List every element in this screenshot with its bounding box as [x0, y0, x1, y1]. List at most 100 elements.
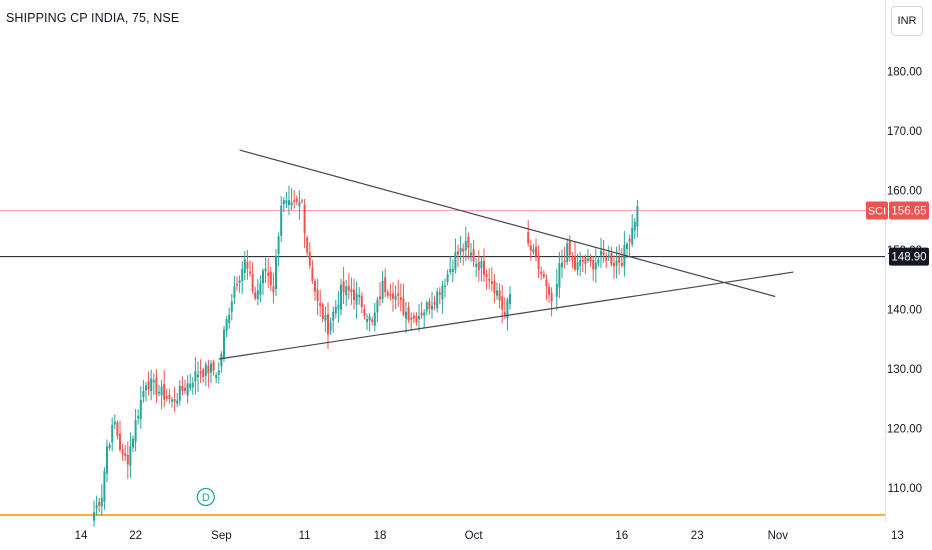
candle — [194, 356, 197, 395]
candle-body — [303, 204, 306, 234]
candle — [537, 245, 540, 279]
candle-body — [178, 386, 181, 401]
candle — [272, 272, 275, 304]
candle-body — [542, 273, 545, 277]
candle-body — [197, 374, 199, 378]
candle — [334, 299, 337, 319]
candle-body — [220, 354, 223, 367]
x-tick-label: 23 — [691, 530, 704, 542]
candle-body — [223, 329, 225, 359]
candle — [571, 251, 574, 269]
candle — [631, 214, 634, 248]
candle-body — [418, 316, 420, 320]
candle — [444, 278, 446, 298]
candle-body — [407, 307, 410, 321]
candle-body — [618, 256, 621, 263]
candle-body — [126, 454, 129, 465]
candle — [134, 408, 137, 452]
candle-body — [137, 415, 140, 419]
candle — [454, 238, 457, 274]
candle-body — [233, 286, 236, 298]
candle-body — [457, 251, 459, 255]
candle-body — [217, 370, 220, 375]
candle-body — [368, 316, 371, 321]
candle — [436, 288, 439, 313]
candle-body — [381, 281, 384, 300]
candle — [405, 301, 407, 334]
currency-button[interactable]: INR — [891, 6, 923, 36]
candle — [220, 351, 223, 373]
y-tick-label: 120.00 — [887, 424, 922, 436]
candle — [532, 243, 535, 255]
candle — [189, 373, 192, 392]
candle — [542, 270, 545, 280]
candle — [147, 371, 150, 396]
level-badge-box — [889, 247, 929, 266]
candle-body — [532, 249, 535, 253]
candle — [100, 484, 103, 516]
candle-body — [592, 259, 595, 270]
candle-body — [449, 269, 452, 273]
x-tick-label: Oct — [465, 530, 484, 542]
candle — [610, 246, 613, 267]
candle-body — [345, 286, 348, 296]
candle — [636, 199, 639, 238]
candle — [233, 275, 236, 305]
candle-body — [121, 449, 124, 455]
candle — [108, 442, 111, 451]
candle — [168, 388, 171, 404]
candle — [186, 375, 189, 404]
candle — [246, 249, 249, 280]
trendline-upper[interactable] — [239, 149, 776, 298]
candle — [587, 248, 589, 263]
candle-body — [581, 259, 584, 262]
candle-body — [142, 391, 145, 398]
candle-body — [506, 299, 509, 319]
candle — [210, 359, 212, 384]
candle — [314, 278, 316, 301]
candle — [111, 417, 114, 452]
candle-body — [295, 198, 298, 202]
candle-body — [436, 291, 439, 309]
dividend-marker[interactable]: D — [196, 487, 215, 507]
symbol-price-badge: SCI 156.65 — [866, 201, 929, 220]
x-tick-label: 16 — [615, 530, 628, 542]
candle — [561, 249, 563, 279]
price-badge-label: 156.65 — [891, 205, 926, 217]
candle-body — [98, 502, 101, 506]
candle-body — [459, 248, 462, 252]
candle — [506, 297, 509, 331]
candle-body — [397, 293, 400, 296]
candle — [384, 268, 387, 298]
trendline-lower[interactable] — [218, 271, 794, 360]
candle — [402, 283, 405, 317]
candle-body — [636, 206, 639, 227]
candle — [472, 239, 475, 268]
candle-body — [470, 252, 472, 256]
candle — [350, 277, 353, 305]
candle-body — [597, 259, 600, 264]
candle-body — [111, 425, 114, 443]
candle — [428, 297, 431, 315]
candle — [425, 300, 428, 316]
candle-body — [350, 289, 353, 293]
candle — [363, 304, 366, 320]
candle-body — [256, 290, 259, 300]
candle — [324, 306, 327, 333]
candle-body — [329, 322, 332, 331]
candle-body — [251, 273, 254, 292]
candle — [342, 266, 345, 305]
candle-body — [607, 255, 610, 258]
candle — [355, 281, 358, 320]
candle-body — [392, 293, 394, 299]
candle-body — [462, 248, 465, 252]
candle — [241, 261, 244, 295]
candle-body — [631, 227, 634, 245]
candle — [545, 274, 548, 301]
candle — [613, 255, 615, 279]
candle — [488, 268, 491, 290]
candle — [197, 361, 199, 393]
candle — [230, 293, 233, 321]
candle-body — [358, 295, 361, 298]
